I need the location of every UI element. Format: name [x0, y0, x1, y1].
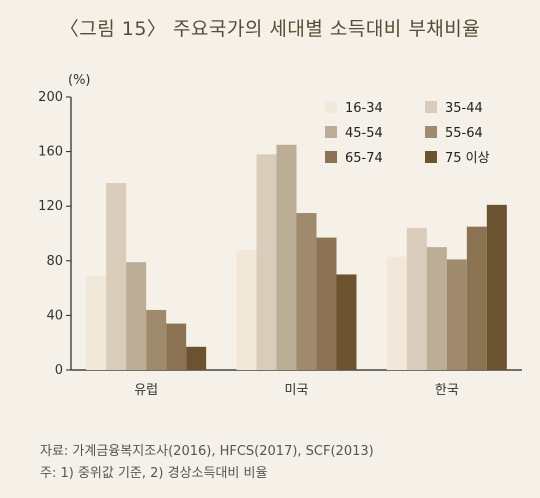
legend-label: 35-44 — [445, 101, 483, 116]
source-note: 자료: 가계금융복지조사(2016), HFCS(2017), SCF(2013… — [40, 444, 374, 459]
bar-미국-45-54 — [276, 144, 297, 370]
bar-미국-75이상 — [336, 274, 357, 370]
legend-swatch — [325, 101, 337, 113]
y-tick-label: 200 — [38, 90, 63, 105]
y-unit-label: (%) — [68, 73, 91, 88]
bar-한국-55-64 — [446, 259, 467, 370]
legend-label: 65-74 — [345, 151, 383, 166]
y-tick-label: 160 — [38, 145, 63, 160]
x-category-label: 한국 — [435, 383, 459, 398]
bar-미국-65-74 — [316, 237, 337, 370]
bar-미국-16-34 — [236, 249, 257, 370]
y-tick-label: 80 — [46, 254, 63, 269]
legend-label: 55-64 — [445, 126, 483, 141]
chart-title: 〈그림 15〉 주요국가의 세대별 소득대비 부채비율 — [59, 18, 481, 40]
bar-한국-16-34 — [386, 256, 407, 370]
x-category-label: 유럽 — [134, 383, 158, 398]
bar-유럽-16-34 — [86, 275, 107, 370]
chart-bars — [86, 144, 507, 370]
bar-유럽-35-44 — [106, 182, 127, 370]
legend-swatch — [325, 126, 337, 138]
bar-유럽-75이상 — [186, 346, 207, 370]
y-tick-label: 0 — [55, 363, 63, 378]
y-tick-label: 40 — [46, 308, 63, 323]
legend-label: 75 이상 — [445, 151, 490, 166]
bar-한국-65-74 — [466, 226, 487, 370]
chart-legend: 16-34 35-44 45-54 55-64 65-74 75 이상 — [325, 101, 490, 166]
legend-swatch — [425, 101, 437, 113]
bar-유럽-55-64 — [146, 309, 167, 370]
bar-유럽-65-74 — [166, 323, 187, 370]
x-category-label: 미국 — [285, 383, 309, 398]
bar-유럽-45-54 — [126, 262, 147, 370]
y-tick-label: 120 — [38, 199, 63, 214]
bar-한국-45-54 — [426, 247, 447, 370]
bar-미국-35-44 — [256, 154, 277, 370]
bar-미국-55-64 — [296, 213, 317, 370]
legend-label: 16-34 — [345, 101, 383, 116]
legend-swatch — [325, 151, 337, 163]
footnote: 주: 1) 중위값 기준, 2) 경상소득대비 비율 — [40, 466, 268, 481]
bar-한국-35-44 — [406, 228, 427, 370]
legend-swatch — [425, 151, 437, 163]
legend-label: 45-54 — [345, 126, 383, 141]
bar-한국-75이상 — [486, 204, 507, 370]
legend-swatch — [425, 126, 437, 138]
